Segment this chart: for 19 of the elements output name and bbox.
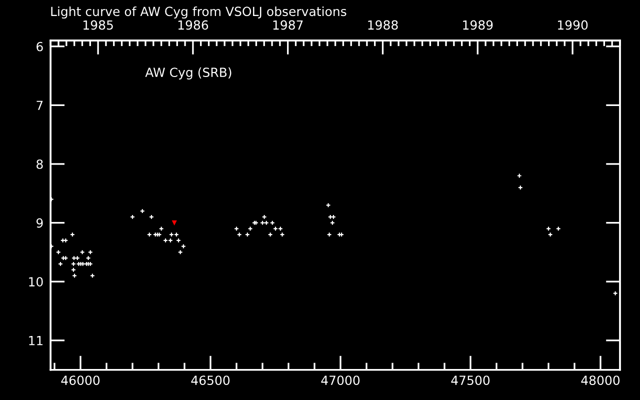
x2-tick-label: 1990	[558, 20, 588, 30]
x-tick-label: 47000	[321, 376, 360, 386]
x2-tick-label: 1986	[178, 20, 208, 30]
y-tick-label: 9	[36, 218, 43, 228]
x2-tick-label: 1988	[368, 20, 398, 30]
x-tick-label: 46500	[191, 376, 230, 386]
chart-title: Light curve of AW Cyg from VSOLJ observations	[51, 6, 346, 19]
y-tick-label: 11	[29, 336, 42, 346]
x2-tick-label: 1985	[84, 20, 113, 30]
x2-tick-label: 1989	[463, 20, 493, 30]
y-tick-label: 6	[36, 42, 43, 52]
y-tick-label: 10	[29, 277, 43, 287]
x2-tick-label: 1987	[273, 20, 303, 30]
x-tick-label: 48000	[581, 376, 620, 386]
y-tick-label: 7	[36, 100, 43, 110]
y-tick-label: 8	[36, 159, 43, 169]
annotation: AW Cyg (SRB)	[145, 67, 232, 80]
x-tick-label: 47500	[451, 376, 490, 386]
x-tick-label: 46000	[61, 376, 100, 386]
